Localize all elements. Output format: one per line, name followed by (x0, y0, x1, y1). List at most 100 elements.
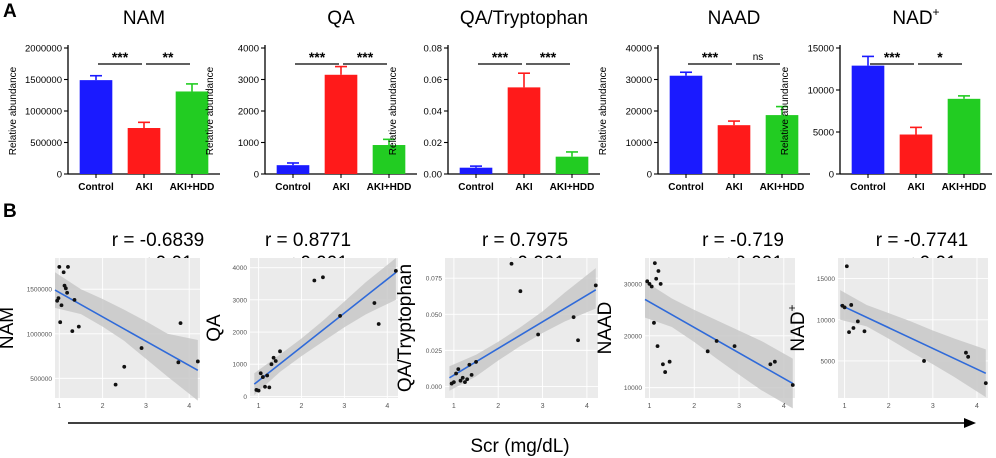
scatter-y-tick-label: 5000 (821, 358, 836, 365)
panel-label-b: B (3, 201, 17, 222)
bar (175, 91, 209, 174)
data-point (465, 377, 470, 382)
data-point (454, 371, 458, 376)
significance-label: *** (309, 49, 326, 65)
data-point (593, 283, 598, 288)
bar (459, 167, 493, 174)
data-point (790, 383, 795, 387)
data-point (652, 261, 657, 266)
bar-chart-y-tick-label: 0.04 (424, 107, 443, 118)
scatter-y-tick-label: 0.050 (426, 312, 443, 319)
data-point (983, 381, 988, 386)
confidence-band (449, 268, 596, 391)
data-point (139, 346, 144, 350)
bar-chart-y-tick-label: 0.02 (424, 138, 443, 149)
data-point (652, 320, 656, 325)
correlation-r-value: r = -0.6839 (112, 230, 204, 251)
shared-x-axis: Scr (mg/dL) (68, 418, 976, 457)
scatter-y-tick-label: 15000 (817, 276, 835, 283)
data-point (663, 370, 668, 374)
bar-chart-y-tick-label: 10000 (626, 138, 652, 149)
scatter-y-tick-label: 500000 (30, 376, 52, 383)
data-point (847, 330, 851, 335)
data-point (855, 319, 860, 324)
bar-chart-y-axis-label: Relative abundance (780, 66, 791, 155)
data-point (113, 382, 118, 387)
bar-chart-title: NAM (123, 8, 165, 29)
scatter-x-tick-label: 1 (57, 403, 61, 410)
data-point (772, 359, 777, 364)
scatter-y-tick-label: 0.025 (426, 348, 443, 355)
bar-chart-y-tick-label: 0.08 (424, 44, 443, 55)
bar-chart-category-label: Control (275, 182, 311, 193)
data-point (456, 367, 461, 372)
bar (324, 74, 358, 174)
data-point (658, 282, 663, 286)
data-point (376, 322, 381, 326)
scatter-y-axis-label-text: NAAD (595, 302, 616, 355)
scatter-x-tick-label: 3 (931, 403, 935, 410)
data-point (66, 265, 70, 269)
bar-chart-title-text: NAAD (708, 8, 761, 29)
scatter-plot-panel: r = -0.7741p < 0.01500010000150001234NAD… (785, 230, 988, 410)
scatter-x-tick-label: 2 (887, 403, 891, 410)
scatter-y-axis-label-text: NAM (0, 307, 18, 349)
correlation-r-value: r = 0.7975 (482, 230, 568, 251)
bar-chart-title: QA/Tryptophan (460, 8, 588, 29)
data-point (536, 332, 541, 337)
shared-x-axis-label: Scr (mg/dL) (470, 436, 569, 457)
regression-line (253, 271, 397, 385)
bar (765, 115, 799, 174)
data-point (58, 320, 63, 325)
significance-label: *** (702, 49, 719, 65)
data-point (195, 359, 200, 364)
data-point (63, 286, 68, 291)
regression-line (644, 298, 794, 385)
scatter-x-tick-label: 3 (737, 403, 741, 410)
regression-line (839, 304, 987, 375)
bar (669, 75, 703, 174)
correlation-r-value: r = -0.7741 (876, 230, 968, 251)
confidence-band (840, 290, 986, 398)
bar-chart-y-axis-label: Relative abundance (388, 66, 399, 155)
data-point (278, 349, 282, 354)
bar-chart-y-tick-label: 0.06 (424, 75, 443, 86)
bar-chart-category-label: Control (458, 182, 494, 193)
scatter-y-axis-label-text: NAD (788, 311, 809, 351)
bar (276, 165, 310, 174)
scatter-y-axis-label: NAAD (595, 302, 616, 355)
correlation-r-value: r = -0.719 (702, 230, 784, 251)
scatter-x-tick-label: 1 (648, 403, 652, 410)
significance-label: ns (753, 52, 764, 63)
data-point (57, 265, 62, 269)
scatter-y-axis-label-superscript: + (785, 304, 799, 311)
data-point (72, 298, 77, 302)
scatter-y-tick-label: 2000 (233, 330, 248, 337)
bar-chart-category-label: AKI (725, 182, 742, 193)
data-point (65, 290, 70, 295)
scatter-x-tick-label: 2 (692, 403, 696, 410)
bar-chart-y-tick-label: 0 (829, 170, 834, 181)
data-point (451, 380, 456, 385)
scatter-y-tick-label: 30000 (624, 281, 642, 288)
data-point (469, 373, 474, 377)
data-point (273, 359, 278, 363)
shared-x-axis-arrowhead (964, 418, 976, 428)
bar-chart-y-tick-label: 40000 (626, 44, 652, 55)
data-point (59, 303, 64, 308)
bar-chart-title-text: NAM (123, 8, 165, 29)
regression-line (449, 289, 597, 379)
data-point (260, 375, 265, 379)
bar-chart-y-axis-label: Relative abundance (598, 66, 609, 155)
bar-chart-y-tick-label: 0 (57, 170, 62, 181)
scatter-plot-panel: r = 0.8771p < 0.001010002000300040001234… (204, 230, 398, 410)
data-point (312, 278, 317, 283)
bar-chart-y-tick-label: 3000 (238, 75, 259, 86)
bar-chart-panel: NAM Relative abundance 0 500000 1000000 15000… (8, 8, 220, 193)
data-point (56, 296, 61, 301)
scatter-y-tick-label: 0.000 (426, 384, 443, 391)
data-point (460, 375, 465, 380)
data-point (645, 279, 650, 284)
